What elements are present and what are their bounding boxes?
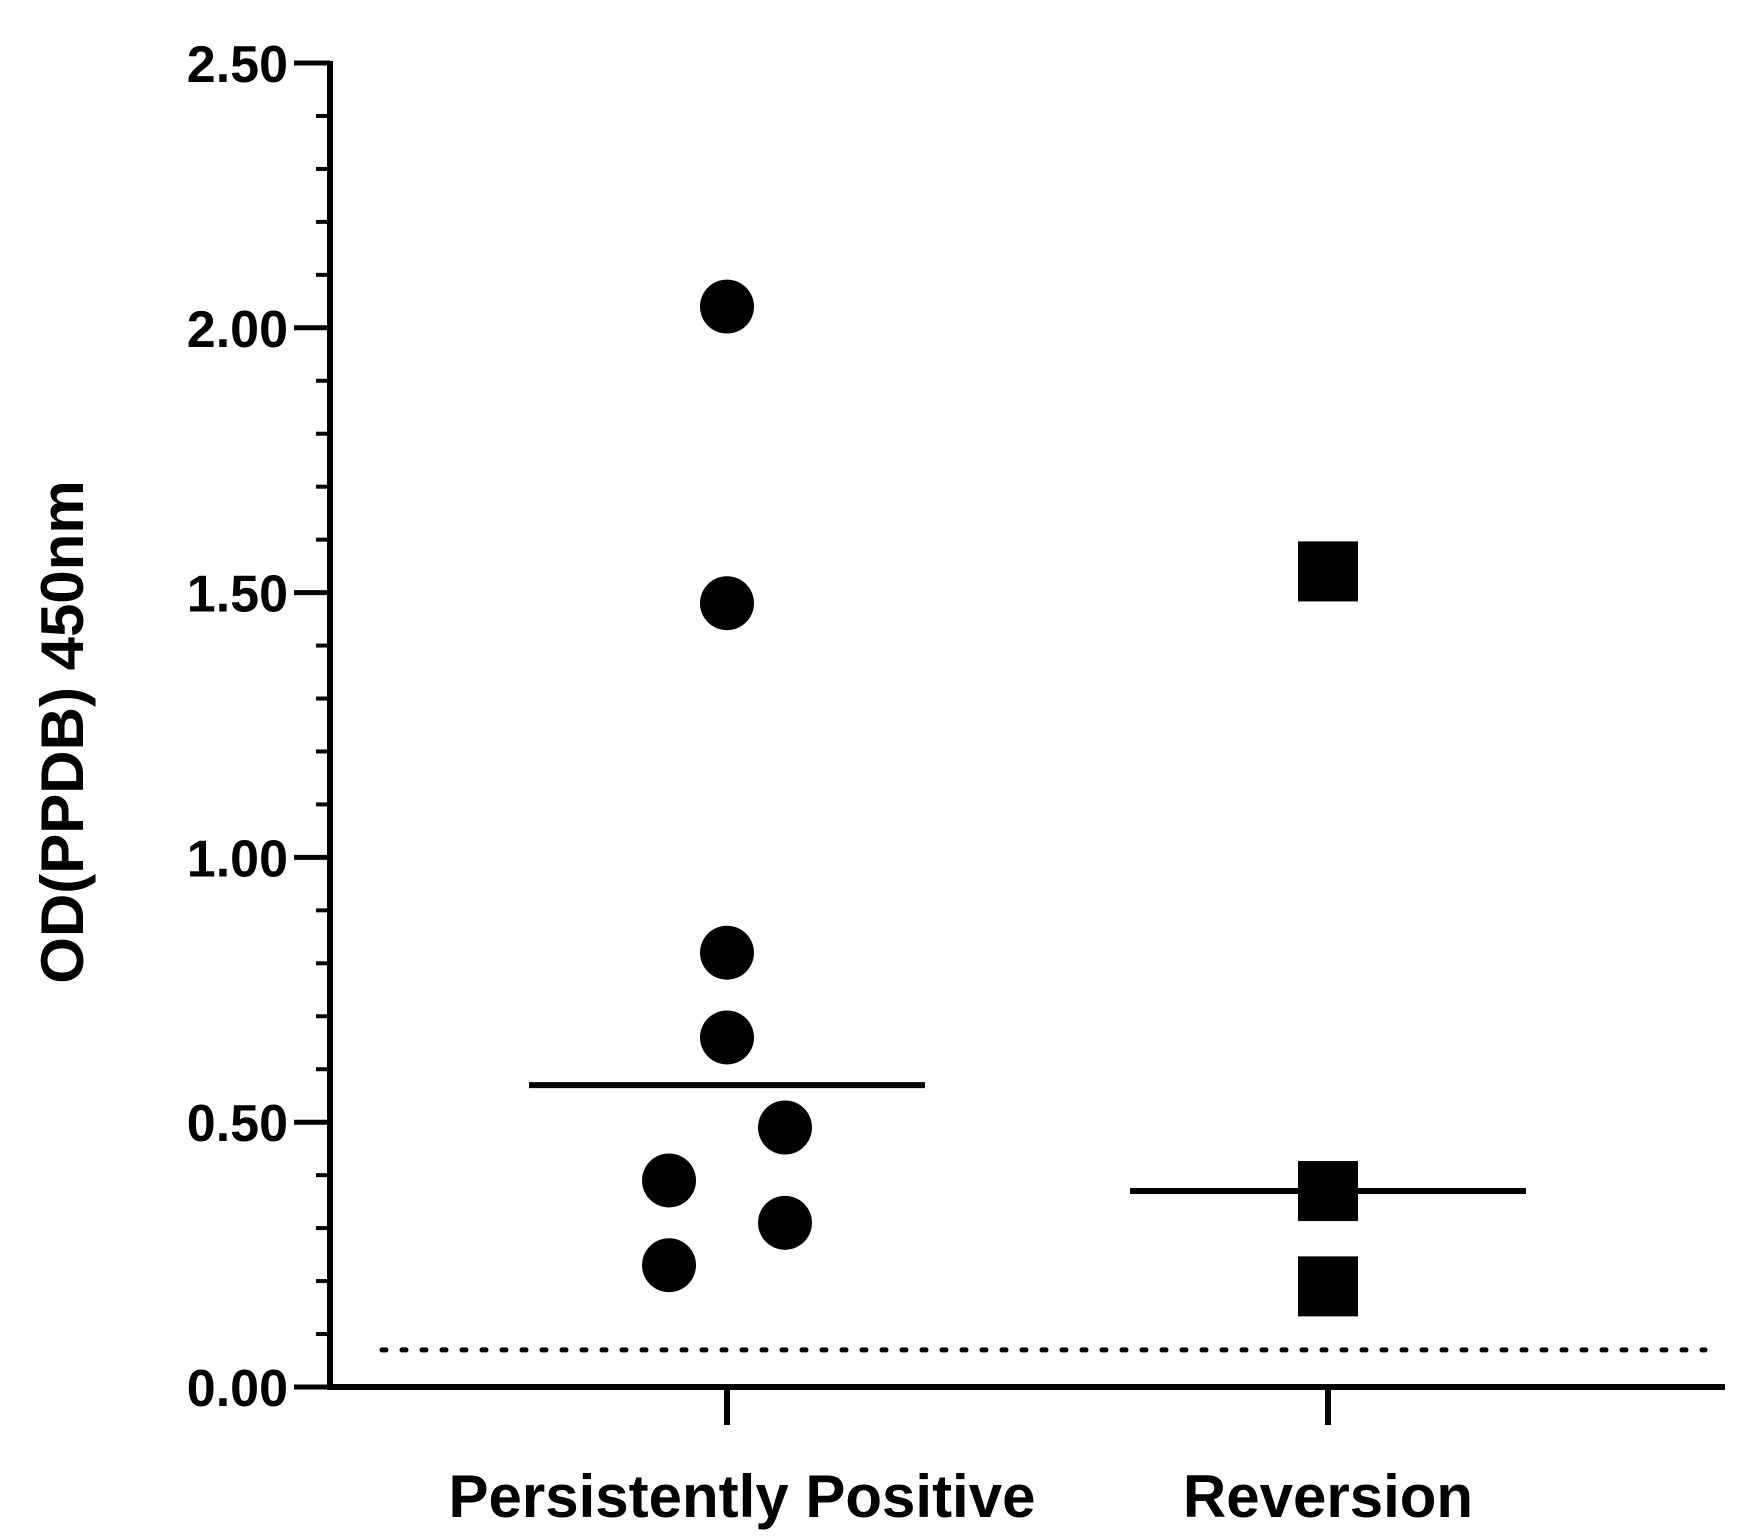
y-tick-label: 2.50 [187,36,288,94]
data-point-circle [642,1153,696,1208]
data-point-square [1298,541,1358,602]
data-point-circle [700,279,754,334]
x-category-label: Reversion [1183,1463,1473,1530]
data-point-circle [700,1010,754,1065]
y-tick-label: 1.00 [187,830,288,888]
y-tick-label: 0.50 [187,1095,288,1153]
axes: 0.00 0.50 1.00 1.50 2.00 2.50 Persistently Pos… [187,36,1725,1530]
data-point-circle [700,925,754,980]
y-tick-label: 1.50 [187,566,288,624]
data-point-square [1298,1256,1358,1317]
x-category-label: Persistently Positive [449,1463,1036,1530]
y-tick-label: 2.00 [187,301,288,359]
data-point-circle [758,1100,812,1155]
y-tick-label: 0.00 [187,1360,288,1418]
data-marks [529,279,1526,1317]
data-point-circle [700,576,754,631]
y-axis-title: OD(PPDB) 450nm [29,480,96,983]
data-point-circle [758,1195,812,1250]
data-point-circle [642,1238,696,1293]
